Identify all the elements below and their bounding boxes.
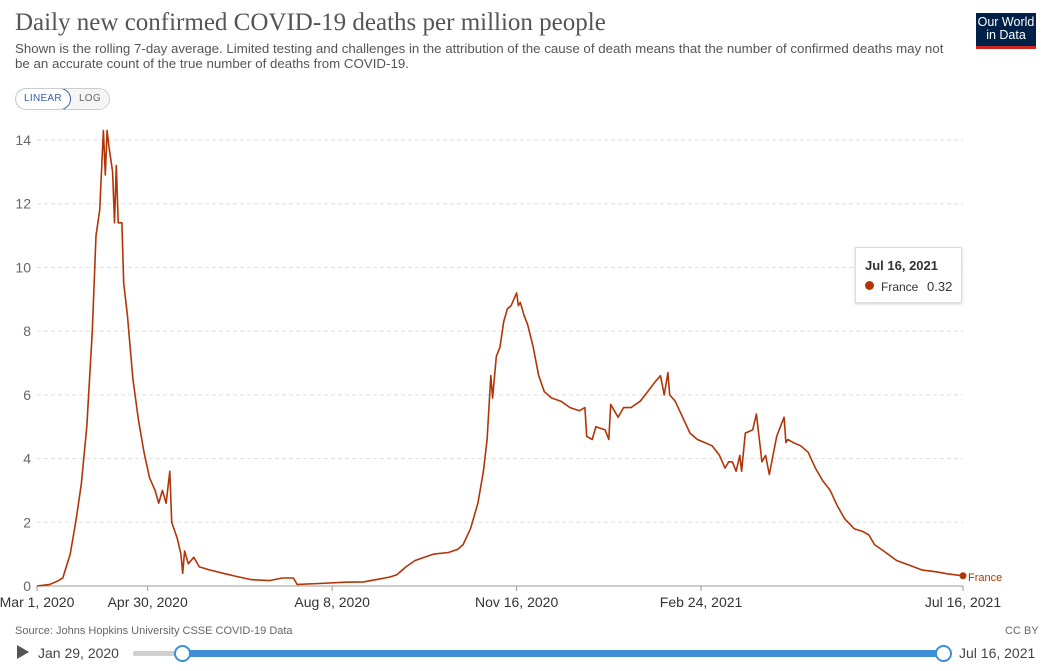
timeline-selected-range[interactable] bbox=[182, 650, 943, 657]
series-end-marker bbox=[959, 572, 967, 580]
tooltip-series-name: France bbox=[881, 280, 919, 294]
tooltip-value: 0.32 bbox=[927, 279, 953, 294]
hover-tooltip: Jul 16, 2021 France 0.32 bbox=[855, 247, 962, 303]
y-tick-label: 10 bbox=[15, 259, 31, 275]
tooltip-series-dot bbox=[865, 281, 874, 290]
timeline-start-label: Jan 29, 2020 bbox=[38, 645, 119, 661]
x-tick-label: Aug 8, 2020 bbox=[294, 594, 370, 610]
y-tick-label: 2 bbox=[23, 514, 31, 530]
series-end-label: France bbox=[968, 572, 1002, 584]
y-tick-label: 8 bbox=[23, 323, 31, 339]
linear-scale-button[interactable]: LINEAR bbox=[15, 89, 71, 109]
series-line-france bbox=[36, 129, 964, 587]
y-tick-label: 6 bbox=[23, 387, 31, 403]
timeline-end-label: Jul 16, 2021 bbox=[959, 645, 1036, 661]
scale-toggle: LINEAR LOG bbox=[15, 88, 110, 110]
chart-title: Daily new confirmed COVID-19 deaths per … bbox=[15, 9, 606, 36]
license-link[interactable]: CC BY bbox=[1005, 625, 1039, 637]
y-tick-label: 14 bbox=[15, 132, 31, 148]
y-tick-label: 4 bbox=[23, 451, 31, 467]
logo-line-1: Our World bbox=[977, 15, 1035, 29]
logo-line-2: in Data bbox=[986, 28, 1026, 42]
series-lines: France bbox=[36, 129, 1002, 587]
log-scale-button[interactable]: LOG bbox=[70, 89, 109, 109]
x-tick-label: Feb 24, 2021 bbox=[660, 594, 743, 610]
timeline-end-handle[interactable] bbox=[935, 645, 952, 662]
play-icon[interactable] bbox=[17, 645, 29, 659]
x-tick-label: Nov 16, 2020 bbox=[475, 594, 558, 610]
tooltip-date: Jul 16, 2021 bbox=[865, 258, 938, 273]
y-tick-label: 0 bbox=[23, 578, 31, 594]
y-tick-label: 12 bbox=[15, 196, 31, 212]
owid-logo[interactable]: Our World in Data bbox=[976, 13, 1036, 49]
chart-subtitle: Shown is the rolling 7-day average. Limi… bbox=[15, 41, 944, 71]
x-axis-ticks: Mar 1, 2020 Apr 30, 2020 Aug 8, 2020 Nov 16… bbox=[0, 586, 1001, 610]
y-axis-ticks: 0 2 4 6 8 10 12 14 bbox=[15, 132, 31, 594]
x-tick-label: Jul 16, 2021 bbox=[925, 594, 1001, 610]
x-tick-label: Mar 1, 2020 bbox=[0, 594, 75, 610]
x-tick-label: Apr 30, 2020 bbox=[108, 594, 188, 610]
timeline-start-handle[interactable] bbox=[174, 645, 191, 662]
gridlines bbox=[37, 139, 963, 587]
source-link[interactable]: Source: Johns Hopkins University CSSE CO… bbox=[15, 625, 293, 637]
